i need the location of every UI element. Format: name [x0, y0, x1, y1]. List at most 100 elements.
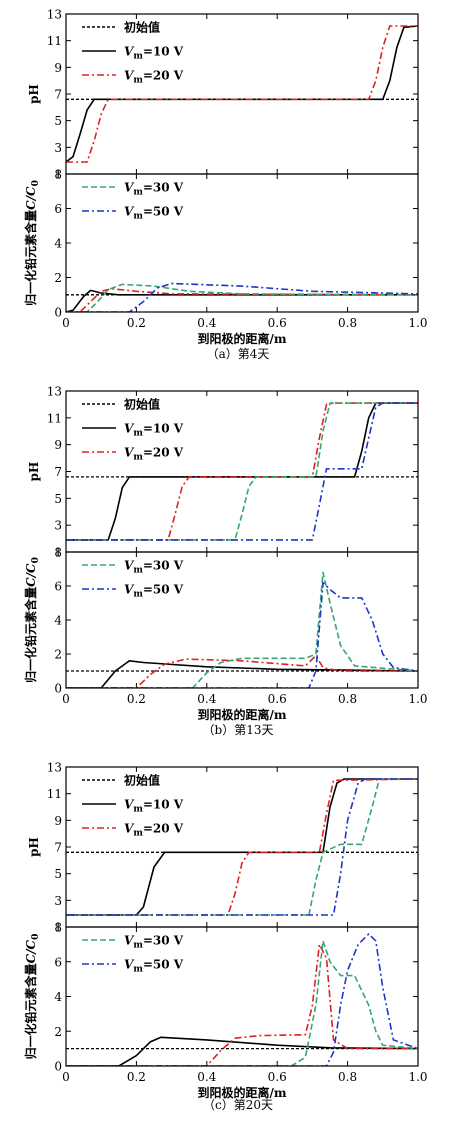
panel-caption: （a）第4天	[207, 347, 270, 361]
x-tick-label: 0.2	[127, 1070, 146, 1084]
series-line	[66, 25, 418, 163]
series-line	[66, 287, 418, 312]
legend-label: Vm=30 V	[124, 934, 184, 951]
y-axis-label: pH	[27, 837, 41, 857]
series-line	[66, 289, 418, 312]
y-tick-label: 3	[54, 519, 62, 533]
y-tick-label: 5	[54, 492, 62, 506]
y-tick-label: 7	[54, 841, 62, 855]
series-line	[66, 778, 418, 916]
x-tick-label: 0.8	[338, 316, 357, 330]
x-tick-label: 0.6	[268, 316, 287, 330]
y-tick-label: 7	[54, 88, 62, 102]
series-group	[66, 571, 418, 688]
x-axis-label: 到阳极的距离/m	[197, 1085, 286, 1100]
series-line	[66, 654, 418, 688]
x-tick-label: 0.6	[268, 1070, 287, 1084]
series-line	[66, 778, 418, 916]
y-tick-label: 4	[54, 990, 62, 1004]
legend-label: 初始值	[124, 773, 160, 788]
y-tick-label: 3	[54, 141, 62, 155]
legend-label: Vm=20 V	[124, 446, 184, 463]
y-tick-label: 13	[47, 761, 62, 775]
y-tick-label: 9	[54, 61, 62, 75]
y-tick-label: 0	[54, 1060, 62, 1074]
x-tick-label: 1.0	[408, 1070, 427, 1084]
y-tick-label: 1	[54, 546, 62, 560]
x-tick-label: 0.4	[197, 316, 216, 330]
series-group	[66, 402, 418, 541]
x-tick-label: 0.4	[197, 1070, 216, 1084]
y-axis-label: 归一化铅元素含量C/C0	[23, 180, 41, 306]
y-axis-label: pH	[27, 462, 41, 482]
plot-frame	[65, 551, 419, 689]
y-tick-label: 7	[54, 465, 62, 479]
legend-label: Vm=30 V	[124, 181, 184, 198]
y-tick-label: 13	[47, 385, 62, 399]
series-line	[66, 282, 418, 312]
x-tick-label: 0	[62, 1070, 70, 1084]
x-tick-label: 0.2	[127, 692, 146, 706]
x-tick-label: 0.2	[127, 316, 146, 330]
y-tick-label: 6	[54, 955, 62, 969]
legend-label: Vm=50 V	[124, 205, 184, 222]
x-tick-label: 1.0	[408, 692, 427, 706]
series-line	[66, 778, 418, 916]
series-line	[66, 402, 418, 541]
plot-frame	[65, 390, 419, 553]
x-tick-label: 0.8	[338, 1070, 357, 1084]
y-tick-label: 11	[47, 411, 62, 425]
y-tick-label: 1	[54, 168, 62, 182]
y-tick-label: 0	[54, 306, 62, 320]
panel-caption: （b）第13天	[203, 723, 274, 737]
y-axis-label: 归一化铅元素含量C/C0	[23, 934, 41, 1060]
series-line	[66, 402, 418, 541]
legend-label: 初始值	[124, 20, 160, 35]
series-group	[66, 25, 418, 163]
series-line	[66, 402, 418, 541]
y-tick-label: 11	[47, 34, 62, 48]
legend-label: 初始值	[124, 397, 160, 412]
x-tick-label: 0	[62, 316, 70, 330]
y-tick-label: 2	[54, 648, 62, 662]
y-axis-label: pH	[27, 84, 41, 104]
x-tick-label: 0	[62, 692, 70, 706]
plot-frame	[65, 766, 419, 928]
series-line	[66, 581, 418, 688]
series-line	[66, 283, 418, 312]
series-line	[66, 659, 418, 688]
y-tick-label: 3	[54, 894, 62, 908]
series-group	[66, 933, 418, 1066]
series-line	[66, 1036, 418, 1066]
plot-frame	[65, 13, 419, 175]
legend-label: Vm=30 V	[124, 559, 184, 576]
y-tick-label: 6	[54, 580, 62, 594]
legend-label: Vm=20 V	[124, 69, 184, 86]
x-tick-label: 0.4	[197, 692, 216, 706]
y-tick-label: 9	[54, 814, 62, 828]
x-axis-label: 到阳极的距离/m	[197, 707, 286, 722]
y-tick-label: 0	[54, 682, 62, 696]
series-line	[66, 933, 418, 1066]
legend-label: Vm=10 V	[124, 422, 184, 439]
y-tick-label: 6	[54, 202, 62, 216]
y-tick-label: 8	[54, 921, 62, 935]
legend-label: Vm=50 V	[124, 583, 184, 600]
legend-label: Vm=50 V	[124, 958, 184, 975]
x-tick-label: 0.8	[338, 692, 357, 706]
y-axis-label: 归一化铅元素含量C/C0	[23, 557, 41, 683]
series-line	[66, 940, 418, 1066]
series-line	[66, 402, 418, 541]
y-tick-label: 2	[54, 271, 62, 285]
legend-label: Vm=20 V	[124, 822, 184, 839]
x-tick-label: 1.0	[408, 316, 427, 330]
series-line	[66, 25, 418, 163]
plot-frame	[65, 926, 419, 1067]
series-line	[66, 571, 418, 688]
x-axis-label: 到阳极的距离/m	[197, 331, 286, 346]
plot-frame	[65, 173, 419, 313]
y-tick-label: 5	[54, 867, 62, 881]
